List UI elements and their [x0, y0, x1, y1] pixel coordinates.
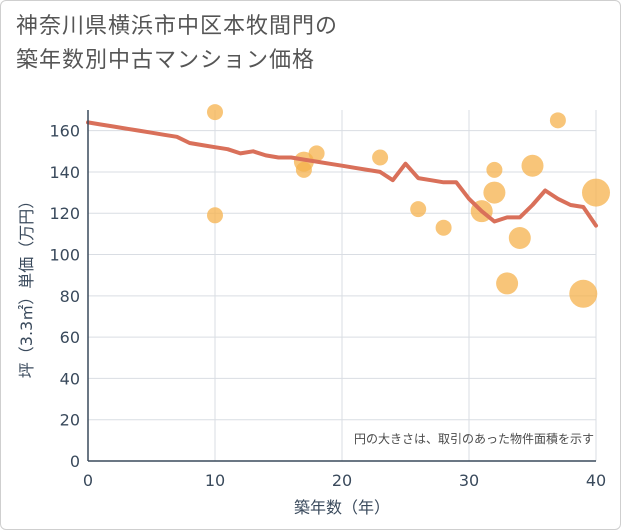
- bubble-point-5: [372, 149, 389, 166]
- bubble-point-4: [308, 145, 325, 162]
- y-tick-label-0: 0: [70, 452, 80, 471]
- bubble-point-10: [483, 181, 506, 204]
- bubble-point-16: [582, 178, 610, 207]
- x-tick-label-30: 30: [459, 471, 479, 490]
- x-tick-label-40: 40: [586, 471, 606, 490]
- bubble-point-14: [549, 112, 566, 129]
- y-tick-label-40: 40: [60, 369, 80, 388]
- x-tick-label-0: 0: [83, 471, 93, 490]
- trend-line-series: [86, 120, 598, 228]
- bubble-point-12: [508, 227, 531, 250]
- chart-title-line-1: 神奈川県横浜市中区本牧間門の: [16, 14, 339, 39]
- bubble-point-0: [207, 104, 223, 121]
- chart-title: 神奈川県横浜市中区本牧間門の 築年数別中古マンション価格: [16, 10, 338, 78]
- bubble-point-15: [569, 279, 598, 308]
- y-tick-label-20: 20: [60, 411, 80, 430]
- bubble-series: [207, 104, 610, 308]
- bubble-point-7: [435, 219, 452, 236]
- bubble-point-11: [496, 272, 519, 295]
- y-tick-label-120: 120: [49, 204, 80, 223]
- chart-title-line-2: 築年数別中古マンション価格: [16, 48, 316, 73]
- bubble-point-3: [295, 161, 312, 178]
- axes: [87, 110, 596, 462]
- y-tick-label-60: 60: [60, 328, 80, 347]
- bubble-size-note: 円の大きさは、取引のあった物件面積を示す: [354, 431, 594, 446]
- x-tick-label-10: 10: [205, 471, 225, 490]
- y-tick-label-80: 80: [60, 287, 80, 306]
- x-axis-label: 築年数（年）: [294, 498, 390, 517]
- grid-lines: [88, 110, 597, 461]
- bubble-point-13: [521, 154, 544, 177]
- bubble-point-6: [410, 201, 427, 218]
- y-tick-label-100: 100: [49, 246, 80, 265]
- tick-labels: 0 20 40 60 80 100 120 140 160 0 10 20 30 40: [49, 122, 606, 490]
- bubble-point-9: [486, 161, 503, 178]
- trend-line: [86, 120, 598, 228]
- bubble-point-1: [207, 207, 223, 224]
- x-tick-label-20: 20: [332, 471, 352, 490]
- y-tick-label-140: 140: [49, 163, 80, 182]
- y-axis-label: 坪（3.3㎡）単価（万円）: [17, 193, 36, 378]
- y-tick-label-160: 160: [49, 122, 80, 141]
